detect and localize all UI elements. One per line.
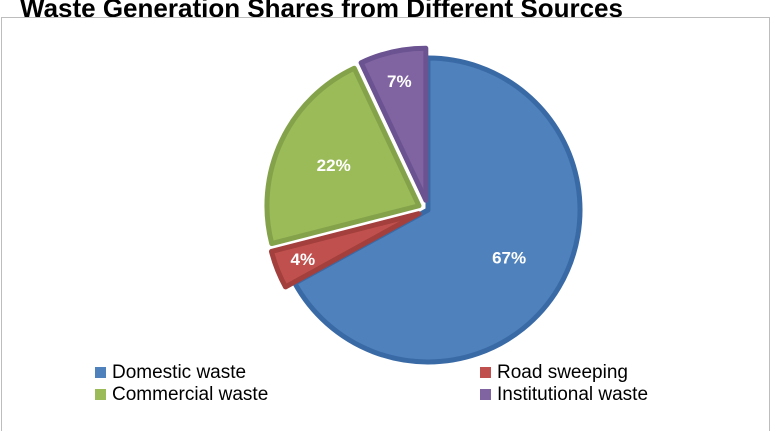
pie-slice-road-sweeping: [268, 211, 422, 290]
pie-slice-commercial-waste: [264, 65, 422, 247]
legend-item-road-sweeping: Road sweeping: [480, 362, 628, 384]
pie-slice-institutional-waste: [358, 45, 429, 203]
data-label-domestic-waste: 67%: [492, 248, 526, 267]
legend-label-road-sweeping: Road sweeping: [497, 362, 628, 383]
legend-swatch-commercial-waste: [95, 389, 106, 400]
data-label-road-sweeping: 4%: [291, 250, 316, 269]
legend-label-commercial-waste: Commercial waste: [112, 384, 269, 405]
legend-swatch-institutional-waste: [480, 389, 491, 400]
legend-item-institutional-waste: Institutional waste: [480, 384, 648, 406]
data-label-institutional-waste: 7%: [387, 72, 412, 91]
legend-item-commercial-waste: Commercial waste: [95, 384, 268, 406]
chart-legend: Domestic waste Road sweeping Commercial wa…: [95, 362, 755, 428]
legend-swatch-road-sweeping: [480, 367, 491, 378]
legend-swatch-domestic-waste: [95, 367, 106, 378]
pie-slice-domestic-waste: [292, 55, 583, 365]
legend-label-institutional-waste: Institutional waste: [497, 384, 649, 405]
data-label-commercial-waste: 22%: [317, 156, 351, 175]
legend-item-domestic-waste: Domestic waste: [95, 362, 246, 384]
legend-label-domestic-waste: Domestic waste: [112, 362, 247, 383]
